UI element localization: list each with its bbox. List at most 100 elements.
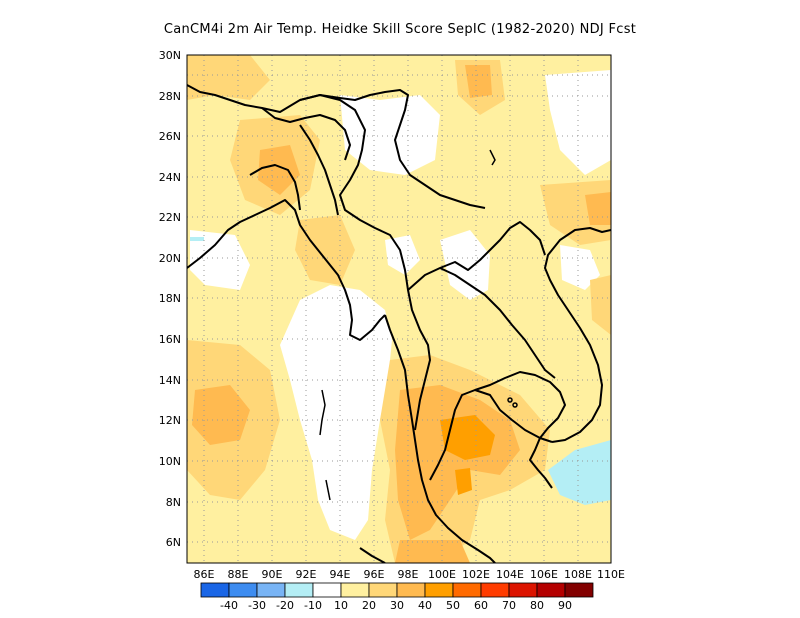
colorbar-swatch: [396, 582, 426, 598]
island-small: [512, 402, 518, 408]
lat-label: 8N: [166, 496, 181, 509]
field-orange-region: [395, 540, 470, 563]
field-yellow-orange-region: [295, 215, 355, 285]
coastline-andaman-sea: [384, 314, 496, 563]
field-orange-region: [258, 145, 300, 195]
colorbar-swatch: [200, 582, 230, 598]
colorbar-label: -30: [248, 599, 266, 612]
island-andaman: [319, 389, 326, 436]
map-title: CanCM4i 2m Air Temp. Heidke Skill Score …: [163, 22, 637, 37]
coastline-malaysia: [359, 547, 386, 563]
colorbar-swatch: [424, 582, 454, 598]
field-orange-region: [585, 192, 611, 225]
lat-label: 26N: [159, 130, 181, 143]
colorbar-swatches: [200, 582, 594, 598]
colorbar-label: 50: [446, 599, 460, 612]
field-cyan-region: [190, 237, 204, 241]
island-nicobar: [325, 479, 331, 501]
lon-label: 102E: [462, 568, 490, 581]
colorbar-swatch: [536, 582, 566, 598]
colorbar-swatch: [312, 582, 342, 598]
coastlines-borders: [187, 84, 611, 563]
field-orange-region: [192, 385, 250, 445]
colorbar-swatch: [256, 582, 286, 598]
colorbar-label: 80: [530, 599, 544, 612]
colorbar-swatch: [508, 582, 538, 598]
field-white-region: [545, 70, 611, 175]
lat-label: 14N: [159, 374, 181, 387]
colorbar-swatch: [284, 582, 314, 598]
border-thailand-laos: [439, 267, 556, 379]
lon-label: 98E: [398, 568, 419, 581]
lat-label: 24N: [159, 171, 181, 184]
lon-label: 110E: [597, 568, 625, 581]
field-white-region: [280, 285, 392, 540]
coastline-southern-vietnam: [529, 437, 553, 489]
grid-lines: [187, 55, 611, 563]
field-orange-region: [465, 65, 492, 98]
border-cambodia: [474, 371, 566, 439]
island-hainan: [489, 149, 496, 166]
field-white-region: [560, 245, 600, 290]
colorbar-label: 60: [474, 599, 488, 612]
field-white-region: [385, 235, 420, 275]
lon-label: 86E: [194, 568, 215, 581]
colorbar-label: -10: [304, 599, 322, 612]
lon-label: 100E: [428, 568, 456, 581]
coastline-india-bangladesh: [187, 199, 386, 341]
colorbar: -40 -30 -20 -10 10 20 30 40 50 60 70 80 …: [200, 582, 594, 612]
lat-label: 30N: [159, 49, 181, 62]
colorbar-label: -20: [276, 599, 294, 612]
lat-label: 6N: [166, 536, 181, 549]
field-yellow-orange-region: [187, 55, 270, 100]
colorbar-label: 30: [390, 599, 404, 612]
colorbar-swatch: [452, 582, 482, 598]
map-frame: [186, 54, 612, 564]
colorbar-label: 10: [334, 599, 348, 612]
colorbar-label: 70: [502, 599, 516, 612]
lon-label: 92E: [296, 568, 317, 581]
border-china-north: [187, 84, 486, 209]
field-dark-orange-region: [455, 468, 472, 495]
colorbar-swatch: [368, 582, 398, 598]
lat-label: 10N: [159, 455, 181, 468]
skill-field: [187, 55, 611, 563]
colorbar-label: 20: [362, 599, 376, 612]
map-plot-area: 30N 28N 26N 24N 22N 20N 18N 16N 14N 12N …: [159, 49, 625, 581]
lon-label: 94E: [330, 568, 351, 581]
lon-label: 104E: [496, 568, 524, 581]
colorbar-label: 90: [558, 599, 572, 612]
field-cyan-region: [548, 440, 611, 505]
colorbar-labels: -40 -30 -20 -10 10 20 30 40 50 60 70 80 …: [220, 599, 572, 612]
field-yellow-orange-region: [590, 275, 611, 335]
lat-label: 12N: [159, 414, 181, 427]
lon-label: 96E: [364, 568, 385, 581]
lon-label: 90E: [262, 568, 283, 581]
colorbar-label: 40: [418, 599, 432, 612]
field-white-region: [340, 95, 440, 175]
field-white-region: [440, 230, 490, 300]
coastline-vietnam: [544, 227, 611, 443]
islands: [319, 149, 518, 501]
lat-label: 16N: [159, 333, 181, 346]
colorbar-label: -40: [220, 599, 238, 612]
lat-label: 18N: [159, 292, 181, 305]
lat-label: 28N: [159, 90, 181, 103]
latitude-labels: 30N 28N 26N 24N 22N 20N 18N 16N 14N 12N …: [159, 49, 181, 549]
lon-label: 88E: [228, 568, 249, 581]
colorbar-swatch: [480, 582, 510, 598]
island-small: [507, 397, 513, 403]
longitude-labels: 86E 88E 90E 92E 94E 96E 98E 100E 102E 10…: [194, 568, 625, 581]
lon-label: 108E: [564, 568, 592, 581]
colorbar-swatch: [564, 582, 594, 598]
border-bangladesh: [249, 164, 301, 211]
lat-label: 22N: [159, 211, 181, 224]
colorbar-swatch: [228, 582, 258, 598]
field-orange-region: [395, 385, 520, 540]
lat-label: 20N: [159, 252, 181, 265]
lon-label: 106E: [530, 568, 558, 581]
colorbar-swatch: [340, 582, 370, 598]
border-bhutan-nepal: [261, 107, 351, 161]
field-dark-orange-region: [440, 415, 495, 460]
